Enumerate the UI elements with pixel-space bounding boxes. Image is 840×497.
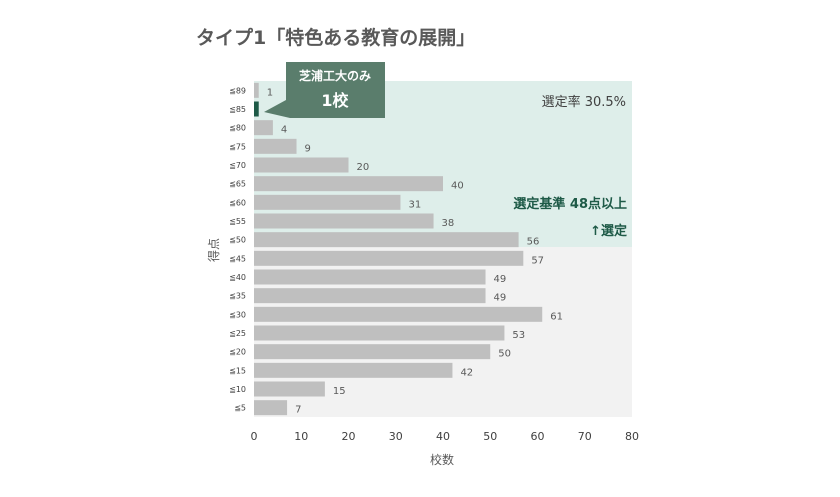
y-tick-label: ≦5 — [234, 404, 246, 413]
bar — [254, 194, 401, 210]
x-axis-label: 校数 — [430, 452, 454, 467]
bar — [254, 250, 524, 266]
data-label: 9 — [305, 143, 311, 154]
selected-arrow-label: ↑選定 — [590, 223, 627, 239]
y-tick-label: ≦55 — [229, 217, 246, 226]
bar — [254, 269, 486, 285]
bar — [254, 306, 543, 322]
data-label: 50 — [498, 349, 511, 360]
y-tick-label: ≦40 — [229, 273, 246, 282]
bar — [254, 82, 259, 98]
data-label: 49 — [494, 274, 507, 285]
data-label: 1 — [267, 87, 273, 98]
bar-highlight — [254, 101, 259, 117]
bar — [254, 381, 325, 397]
x-tick-label: 70 — [578, 430, 592, 443]
bar — [254, 344, 491, 360]
bar — [254, 325, 505, 341]
data-label: 57 — [531, 255, 544, 266]
bar — [254, 400, 288, 416]
bar — [254, 232, 519, 248]
x-tick-label: 50 — [483, 430, 497, 443]
x-tick-label: 10 — [294, 430, 308, 443]
y-tick-label: ≦10 — [229, 385, 246, 394]
y-tick-label: ≦15 — [229, 366, 246, 375]
x-tick-label: 40 — [436, 430, 450, 443]
y-tick-label: ≦25 — [229, 329, 246, 338]
callout-line1: 芝浦工大のみ — [299, 68, 371, 83]
bar — [254, 120, 273, 136]
y-tick-label: ≦45 — [229, 254, 246, 263]
callout-box — [264, 62, 385, 118]
callout: 芝浦工大のみ 1校 — [264, 62, 385, 118]
selection-rate-label: 選定率 30.5% — [542, 94, 626, 110]
data-label: 7 — [295, 405, 301, 416]
x-tick-label: 60 — [531, 430, 545, 443]
x-tick-label: 30 — [389, 430, 403, 443]
data-label: 53 — [512, 330, 525, 341]
bar — [254, 362, 453, 378]
x-tick-label: 20 — [342, 430, 356, 443]
x-tick-label: 0 — [251, 430, 258, 443]
x-tick-label: 80 — [625, 430, 639, 443]
data-label: 31 — [408, 199, 421, 210]
y-tick-label: ≦70 — [229, 161, 246, 170]
y-tick-label: ≦85 — [229, 105, 246, 114]
criteria-label: 選定基準 48点以上 — [513, 196, 627, 212]
y-tick-label: ≦75 — [229, 142, 246, 151]
chart-title: タイプ1「特色ある教育の展開」 — [196, 26, 475, 49]
y-tick-label: ≦89 — [229, 86, 246, 95]
data-label: 61 — [550, 311, 563, 322]
y-tick-label: ≦20 — [229, 348, 246, 357]
y-axis-label: 得点 — [206, 238, 221, 262]
bar — [254, 157, 349, 173]
bar — [254, 176, 443, 192]
callout-line2: 1校 — [321, 91, 349, 110]
y-tick-label: ≦60 — [229, 198, 246, 207]
data-label: 56 — [527, 237, 540, 248]
data-label: 49 — [494, 293, 507, 304]
data-label: 4 — [281, 125, 287, 136]
data-label: 40 — [451, 181, 464, 192]
data-label: 15 — [333, 386, 346, 397]
y-tick-label: ≦30 — [229, 310, 246, 319]
y-tick-label: ≦65 — [229, 180, 246, 189]
data-label: 38 — [442, 218, 455, 229]
bar — [254, 213, 434, 229]
data-label: 42 — [460, 367, 473, 378]
y-tick-label: ≦80 — [229, 124, 246, 133]
bar — [254, 138, 297, 154]
data-label: 20 — [357, 162, 370, 173]
bar — [254, 288, 486, 304]
y-tick-label: ≦35 — [229, 292, 246, 301]
y-tick-label: ≦50 — [229, 236, 246, 245]
